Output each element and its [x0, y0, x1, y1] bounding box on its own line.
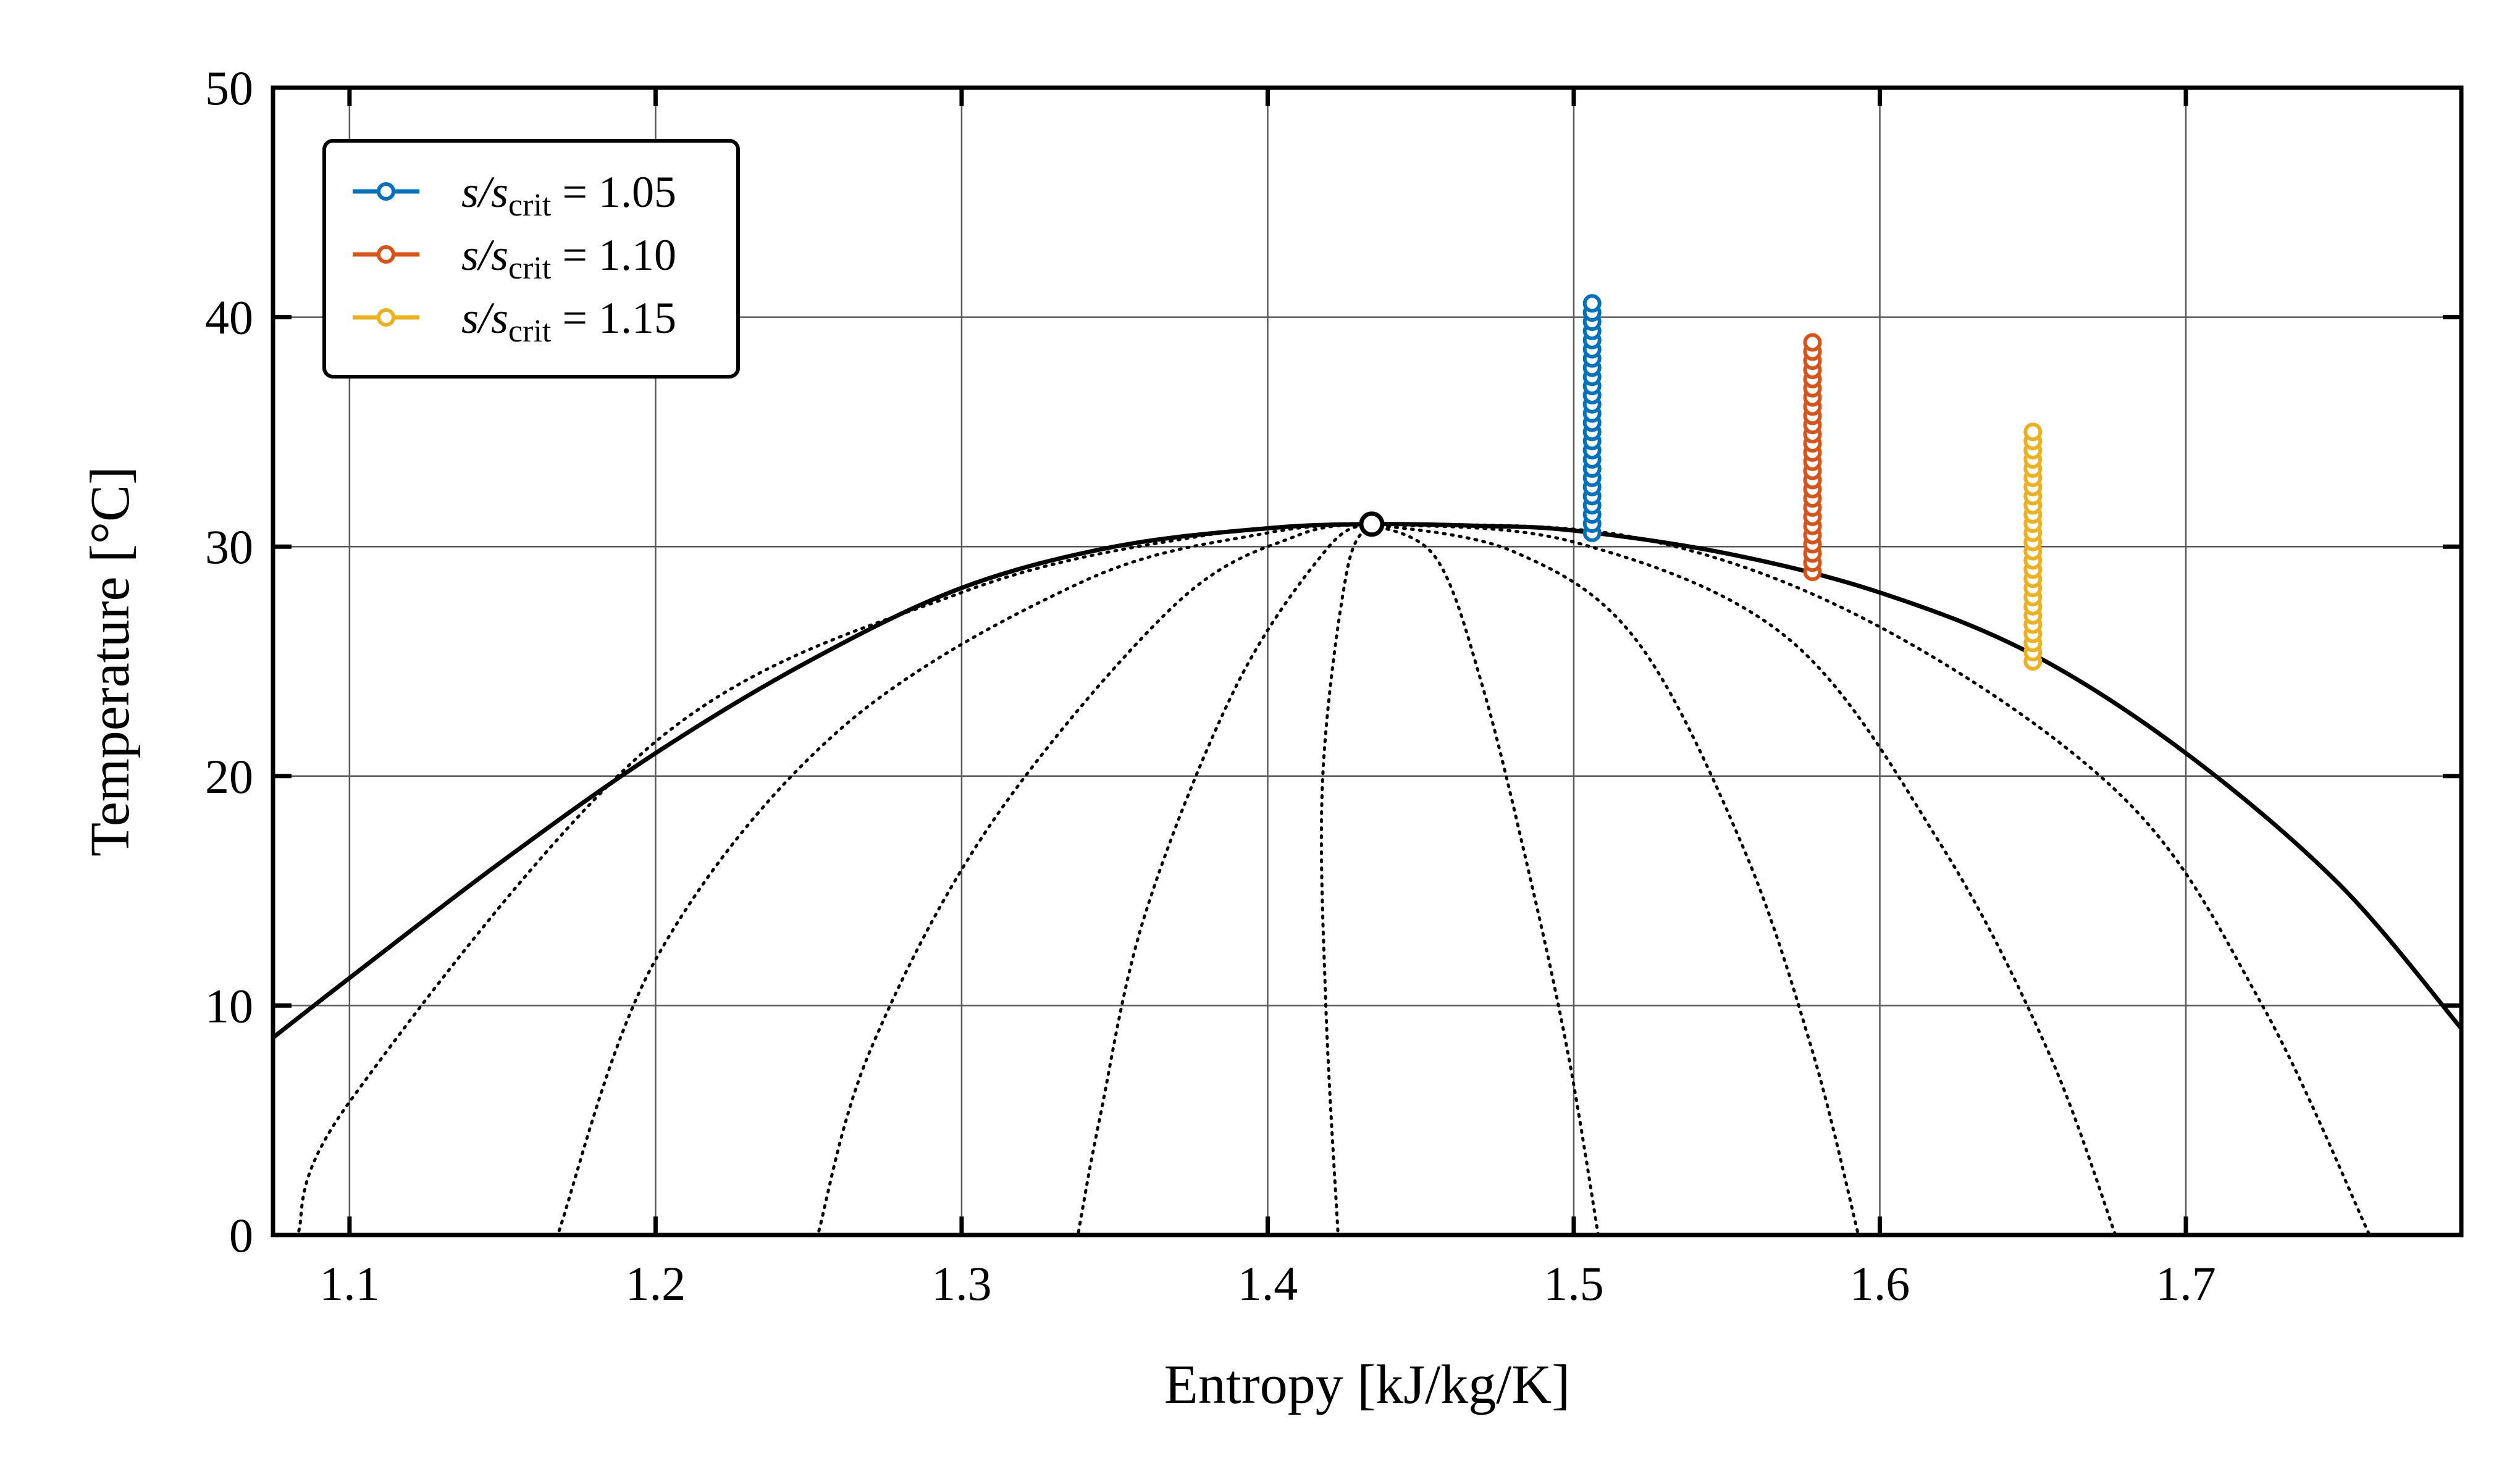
quality-line [1370, 522, 1600, 1235]
y-tick-labels: 0 10 20 30 40 50 [205, 61, 253, 1262]
y-tick-label: 10 [205, 979, 253, 1032]
data-series [1582, 294, 2043, 671]
legend: s/scrit = 1.05 s/scrit = 1.10 s/scrit = 1.… [322, 139, 740, 379]
y-axis-title: Temperature [°C] [80, 466, 141, 856]
x-tick-label: 1.2 [626, 1257, 686, 1310]
series-3 [2023, 422, 2043, 671]
plot-frame [271, 85, 2464, 1237]
x-tick-labels: 1.1 1.2 1.3 1.4 1.5 1.6 1.7 [319, 1257, 2216, 1310]
y-tick-label: 20 [205, 750, 253, 803]
x-tick-label: 1.4 [1238, 1257, 1298, 1310]
legend-entry: s/scrit = 1.05 [353, 167, 676, 223]
x-tick-label: 1.3 [931, 1257, 992, 1310]
y-tick-label: 30 [205, 520, 253, 574]
quality-line [556, 522, 1374, 1235]
legend-label: s/scrit = 1.15 [461, 293, 676, 349]
y-tick-label: 40 [205, 291, 253, 345]
quality-line [296, 522, 1374, 1235]
x-tick-label: 1.7 [2156, 1257, 2216, 1310]
critical-point [1359, 511, 1385, 537]
quality-line [1370, 522, 1860, 1235]
quality-line [1319, 522, 1374, 1235]
x-tick-label: 1.6 [1850, 1257, 1910, 1310]
legend-marker [377, 245, 395, 264]
quality-line [1370, 522, 2371, 1235]
legend-marker [377, 308, 395, 327]
series-point [2023, 422, 2043, 442]
legend-entry: s/scrit = 1.10 [353, 230, 676, 286]
axis-ticks [273, 85, 2461, 1237]
quality-line [1370, 522, 2117, 1235]
series-2 [1803, 333, 1822, 582]
legend-label: s/scrit = 1.05 [461, 167, 676, 223]
legend-box [322, 139, 740, 379]
quality-line [816, 522, 1374, 1235]
x-tick-label: 1.1 [319, 1257, 380, 1310]
y-tick-label: 50 [205, 61, 253, 115]
legend-entry: s/scrit = 1.15 [353, 293, 676, 349]
legend-label: s/scrit = 1.10 [461, 230, 676, 286]
quality-lines [296, 522, 2371, 1235]
y-tick-label: 0 [229, 1208, 253, 1262]
x-tick-label: 1.5 [1544, 1257, 1604, 1310]
series-point [1582, 294, 1602, 313]
series-point [1803, 333, 1822, 352]
critical-point-marker [1359, 511, 1385, 537]
series-1 [1582, 294, 1602, 542]
x-axis-title: Entropy [kJ/kg/K] [1164, 1354, 1570, 1415]
quality-line [1076, 522, 1374, 1235]
legend-marker [377, 182, 395, 201]
